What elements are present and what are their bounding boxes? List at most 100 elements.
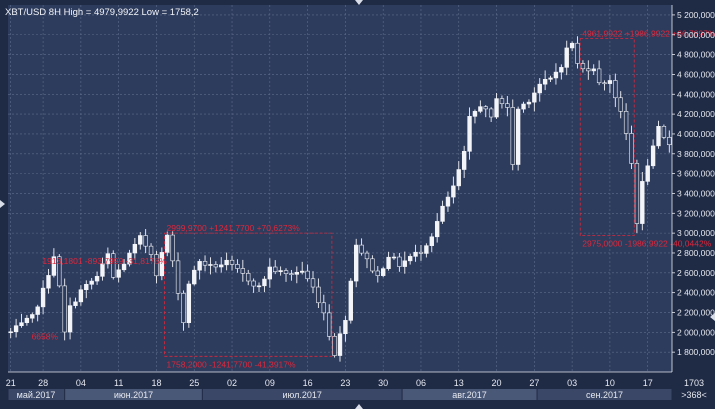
candle bbox=[424, 243, 429, 258]
candle-body bbox=[197, 261, 202, 271]
candles-layer bbox=[8, 36, 672, 362]
candle bbox=[235, 259, 240, 273]
candle bbox=[499, 95, 505, 109]
candle-body bbox=[84, 284, 89, 291]
candle-body bbox=[46, 275, 51, 289]
x-day-label: 30 bbox=[378, 378, 388, 388]
annotation-label: 2975,0000 -1986,9922 -40,0442% bbox=[582, 239, 711, 249]
candle bbox=[8, 327, 13, 339]
x-day-label: 03 bbox=[567, 378, 577, 388]
candle-body bbox=[159, 252, 165, 277]
candle-body bbox=[461, 151, 467, 170]
candle-body bbox=[542, 79, 548, 85]
x-day-label: 11 bbox=[114, 378, 123, 388]
candle bbox=[461, 145, 467, 178]
candle bbox=[640, 171, 645, 231]
candle-body bbox=[267, 266, 273, 280]
candle-body bbox=[251, 280, 256, 287]
candle bbox=[192, 265, 197, 286]
candle-body bbox=[354, 244, 359, 282]
candle bbox=[380, 266, 386, 278]
candle-body bbox=[478, 106, 483, 112]
candle bbox=[445, 191, 451, 212]
candle-body bbox=[316, 286, 321, 304]
candle-body bbox=[645, 165, 650, 182]
y-tick-label: 4 000,000 bbox=[677, 129, 715, 139]
candle bbox=[256, 282, 262, 292]
candle-body bbox=[667, 137, 672, 145]
candle bbox=[251, 278, 256, 293]
left-scroll-marker-icon[interactable] bbox=[0, 200, 5, 208]
candle bbox=[418, 244, 424, 261]
candle-body bbox=[656, 126, 661, 147]
time-axis[interactable]: 21 28 04 11 18 25 02 09 16 23 30 06 13 20 27 03 10 17 май.… bbox=[6, 371, 707, 400]
candle bbox=[548, 75, 553, 82]
candle-body bbox=[569, 42, 575, 49]
candle-body bbox=[413, 251, 418, 257]
candle-body bbox=[294, 272, 300, 275]
candle-body bbox=[467, 116, 472, 152]
candle bbox=[289, 269, 294, 281]
candle-body bbox=[40, 287, 46, 308]
right-scroll-marker-icon[interactable] bbox=[710, 313, 715, 321]
candle bbox=[645, 159, 650, 186]
candle-body bbox=[246, 273, 251, 282]
candle-body bbox=[213, 264, 219, 268]
candle bbox=[580, 60, 586, 73]
candle bbox=[515, 106, 521, 171]
y-tick-label: 2 400,000 bbox=[677, 288, 715, 298]
candle bbox=[116, 264, 121, 283]
y-tick-label: 3 200,000 bbox=[677, 208, 715, 218]
plot-area[interactable] bbox=[8, 5, 672, 372]
candle bbox=[575, 36, 580, 69]
candle bbox=[656, 120, 661, 149]
candle-body bbox=[494, 98, 499, 118]
candle-body bbox=[132, 243, 138, 254]
bottom-resize-marker-icon[interactable] bbox=[355, 404, 363, 409]
candle-body bbox=[62, 285, 67, 333]
candle-body bbox=[300, 270, 305, 273]
candle-body bbox=[483, 106, 488, 110]
top-resize-marker-icon[interactable] bbox=[355, 0, 363, 5]
candle bbox=[67, 297, 73, 340]
candle bbox=[213, 261, 219, 273]
candle bbox=[327, 304, 332, 341]
candle bbox=[348, 278, 353, 324]
candle-body bbox=[175, 260, 181, 294]
candle bbox=[472, 109, 478, 124]
candle-body bbox=[235, 264, 240, 269]
candle bbox=[35, 304, 40, 322]
candle-body bbox=[650, 145, 656, 167]
candle-body bbox=[165, 234, 170, 253]
candle bbox=[478, 100, 483, 114]
candle-body bbox=[380, 268, 386, 276]
candle-body bbox=[596, 68, 602, 84]
candle-body bbox=[521, 103, 526, 110]
candle-body bbox=[375, 270, 380, 276]
candle-body bbox=[564, 47, 569, 68]
y-tick-label: 2 600,000 bbox=[677, 268, 715, 278]
candle-body bbox=[499, 98, 505, 104]
candle bbox=[94, 271, 100, 285]
price-axis[interactable]: 5 200,000 5 000,000 4 800,000 4 600,000 4 40… bbox=[671, 5, 715, 372]
candle-body bbox=[138, 235, 143, 245]
candle-body bbox=[618, 97, 623, 112]
candle-body bbox=[262, 278, 267, 287]
month-label: июл.2017 bbox=[283, 390, 322, 400]
candle-body bbox=[591, 68, 596, 72]
candle bbox=[364, 250, 370, 269]
candle bbox=[73, 297, 78, 309]
candle bbox=[19, 313, 24, 328]
candle-body bbox=[289, 273, 294, 275]
candle bbox=[57, 254, 62, 288]
candle-body bbox=[19, 322, 24, 327]
candle bbox=[229, 255, 235, 271]
candle bbox=[148, 243, 154, 261]
candle-body bbox=[278, 270, 283, 272]
candle bbox=[542, 70, 548, 91]
candle-body bbox=[30, 314, 35, 319]
candle-body bbox=[424, 245, 429, 254]
candle bbox=[526, 99, 532, 109]
candle bbox=[30, 312, 35, 323]
